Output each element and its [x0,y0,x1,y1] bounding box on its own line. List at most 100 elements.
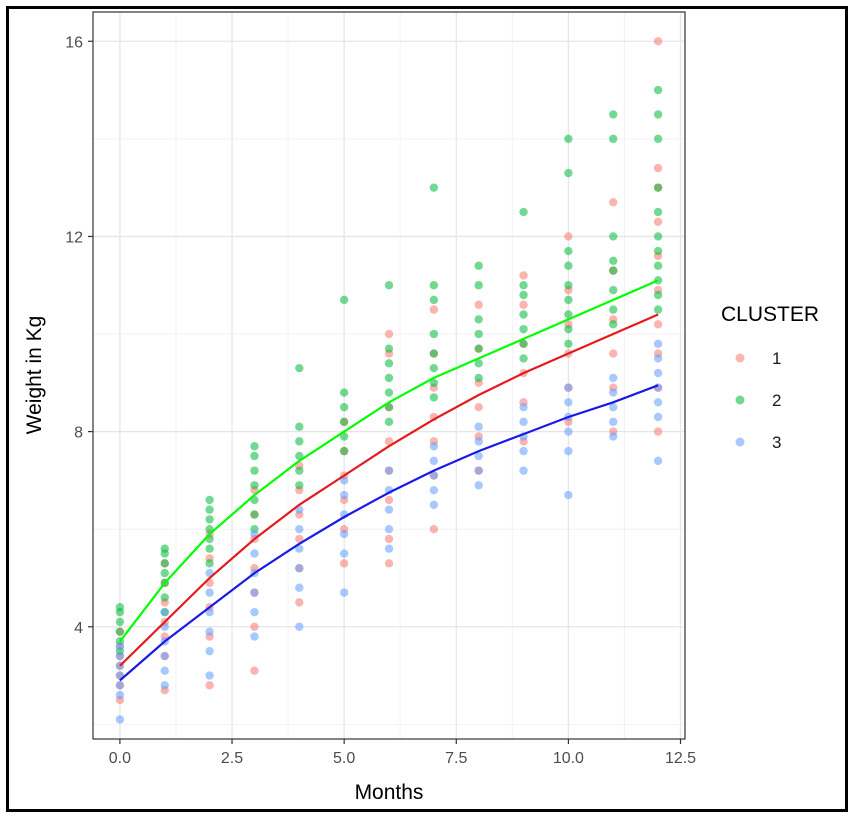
data-point-cluster-1 [250,666,259,675]
data-point-cluster-3 [653,383,663,392]
data-point-cluster-2 [384,403,394,412]
data-point-cluster-2 [564,324,573,334]
x-tick-label: 7.5 [445,750,467,767]
data-point-cluster-2 [384,417,394,427]
data-point-cluster-2 [160,568,169,578]
data-point-cluster-1 [339,559,349,568]
data-point-cluster-2 [609,266,618,275]
data-point-cluster-2 [115,617,125,627]
data-point-cluster-2 [339,432,349,441]
data-point-cluster-2 [653,207,663,217]
data-point-cluster-2 [653,276,663,285]
data-point-cluster-2 [295,422,304,431]
x-tick-label: 5.0 [333,750,355,767]
data-point-cluster-3 [160,666,169,675]
data-point-cluster-1 [519,300,528,309]
data-point-cluster-3 [295,544,304,553]
y-tick-label: 12 [65,229,83,246]
data-point-cluster-2 [519,207,528,217]
data-point-cluster-1 [384,534,394,544]
data-point-cluster-1 [653,217,663,227]
data-point-cluster-2 [609,134,618,144]
data-point-cluster-2 [205,505,214,514]
data-point-cluster-3 [429,442,439,451]
data-point-cluster-2 [564,168,573,178]
data-point-cluster-3 [295,622,304,631]
data-point-cluster-3 [609,417,618,427]
data-point-cluster-2 [474,281,483,290]
data-point-cluster-1 [653,163,663,173]
data-point-cluster-1 [295,598,304,607]
fit-line-cluster-3 [119,384,659,682]
data-point-cluster-1 [653,320,663,329]
data-point-cluster-3 [339,549,349,558]
data-point-cluster-2 [384,359,394,368]
data-point-cluster-3 [115,651,125,661]
legend-label-cluster-3: 3 [772,433,781,452]
data-point-cluster-2 [384,344,394,353]
data-point-cluster-2 [250,451,259,461]
legend-key-cluster-1 [735,353,745,363]
data-point-cluster-1 [384,495,394,505]
legend-title: CLUSTER [721,303,819,326]
data-point-cluster-3 [653,368,663,378]
fit-lines [119,279,659,682]
y-tick-label: 16 [65,34,83,51]
x-tick-label: 10.0 [553,750,584,767]
data-point-cluster-3 [160,607,169,617]
data-point-cluster-2 [609,256,618,266]
data-point-cluster-2 [653,110,663,119]
data-point-cluster-3 [339,588,349,597]
data-point-cluster-3 [295,583,304,592]
data-point-cluster-1 [429,524,439,534]
legend: CLUSTER 1 2 3 [721,303,819,452]
fit-line-cluster-1 [119,313,659,667]
data-point-cluster-2 [115,603,125,612]
data-point-cluster-2 [653,290,663,300]
data-point-cluster-3 [160,651,169,661]
data-point-cluster-3 [384,505,394,514]
data-point-cluster-1 [519,271,528,280]
data-point-cluster-2 [205,559,214,568]
data-point-cluster-3 [160,681,169,690]
data-point-cluster-2 [295,481,304,490]
data-point-cluster-3 [474,481,483,490]
data-point-cluster-3 [653,456,663,466]
data-point-cluster-2 [339,403,349,412]
data-point-cluster-1 [609,349,618,358]
data-point-cluster-3 [653,398,663,407]
data-point-cluster-3 [339,490,349,500]
data-point-cluster-2 [653,232,663,241]
data-point-cluster-2 [205,515,214,524]
data-point-cluster-3 [205,627,214,636]
data-point-cluster-2 [429,349,439,358]
data-point-cluster-2 [474,261,483,270]
data-point-cluster-2 [339,295,349,305]
data-point-cluster-3 [384,544,394,553]
data-point-cluster-3 [205,671,214,680]
y-axis-title: Weight in Kg [23,316,46,435]
data-point-cluster-2 [429,281,439,290]
data-point-cluster-2 [429,363,439,373]
data-point-cluster-3 [115,715,125,724]
data-point-cluster-2 [474,329,483,339]
data-point-cluster-3 [384,524,394,534]
data-point-cluster-3 [250,607,259,617]
data-point-cluster-2 [295,437,304,446]
data-point-cluster-3 [250,549,259,558]
data-point-cluster-2 [474,373,483,383]
data-point-cluster-2 [339,446,349,456]
data-point-cluster-3 [474,451,483,461]
legend-label-cluster-1: 1 [772,349,781,368]
data-point-cluster-3 [653,412,663,422]
data-points [115,37,663,724]
data-point-cluster-3 [519,417,528,427]
data-point-cluster-3 [205,646,214,656]
data-point-cluster-1 [474,403,483,412]
data-point-cluster-2 [653,305,663,314]
data-point-cluster-3 [250,632,259,641]
data-point-cluster-2 [564,310,573,319]
data-point-cluster-3 [474,422,483,431]
data-point-cluster-2 [653,134,663,144]
data-point-cluster-2 [519,354,528,363]
